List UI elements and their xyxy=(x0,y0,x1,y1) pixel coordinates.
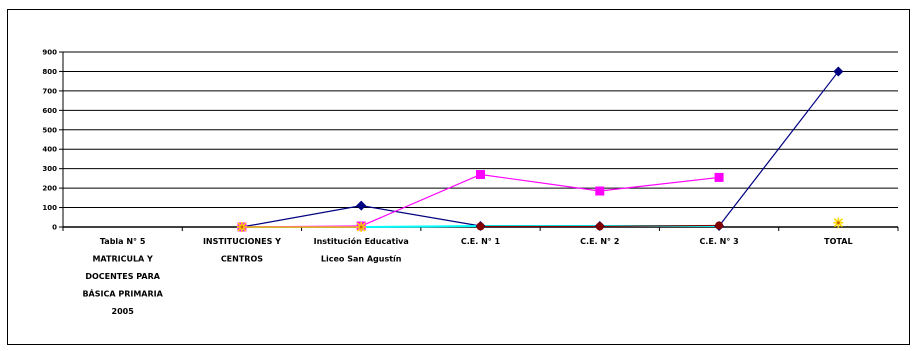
y-tick-label: 900 xyxy=(42,49,57,57)
series-2-line xyxy=(241,173,720,228)
series-5-point xyxy=(595,222,604,231)
x-category-label: BÁSICA PRIMARIA xyxy=(82,288,163,299)
x-category-label: Liceo San Agustín xyxy=(321,255,402,264)
x-category-label: C.E. N° 1 xyxy=(461,237,501,246)
series-5-point xyxy=(715,221,724,230)
x-category-label: Tabla N° 5 xyxy=(100,237,146,246)
star-center xyxy=(359,225,363,229)
series-2-point xyxy=(595,186,605,196)
axes xyxy=(62,52,899,231)
x-category-label: MATRICULA Y xyxy=(92,255,153,264)
y-tick-label: 800 xyxy=(42,68,57,76)
x-category-label: Institución Educativa xyxy=(314,236,409,246)
series-5-point xyxy=(476,222,485,231)
y-tick-label: 400 xyxy=(42,146,57,154)
y-tick-label: 300 xyxy=(42,165,57,173)
y-tick-label: 0 xyxy=(52,224,57,232)
y-tick-label: 200 xyxy=(42,185,57,193)
series-1-point xyxy=(833,66,844,77)
series-3-point xyxy=(833,217,844,228)
star-center xyxy=(240,225,244,229)
y-tick-label: 500 xyxy=(42,126,57,134)
x-category-label: INSTITUCIONES Y xyxy=(203,237,281,246)
x-category-label: C.E. N° 3 xyxy=(699,237,738,246)
x-category-label: CENTROS xyxy=(221,255,263,264)
y-axis-ticks: 0 100 200 300 400 500 600 700 800 900 xyxy=(42,49,63,232)
x-category-label: 2005 xyxy=(112,307,135,316)
chart-frame: 0 100 200 300 400 500 600 700 800 900 Tabla N° 5 M… xyxy=(7,9,910,345)
y-tick-label: 700 xyxy=(42,87,57,95)
series-markers xyxy=(236,66,844,232)
series-3-point xyxy=(236,222,247,232)
x-category-label: DOCENTES PARA xyxy=(85,272,160,281)
x-category-label: C.E. N° 2 xyxy=(580,237,619,246)
x-axis-labels: Tabla N° 5 MATRICULA Y DOCENTES PARA BÁSICA… xyxy=(82,236,852,316)
y-tick-label: 100 xyxy=(42,204,57,212)
series-3-point xyxy=(356,222,367,232)
series-1-point xyxy=(356,200,367,211)
series-2-point xyxy=(714,172,724,182)
star-center xyxy=(836,221,840,225)
gridlines xyxy=(63,51,898,228)
y-tick-label: 600 xyxy=(42,107,57,115)
x-category-label: TOTAL xyxy=(824,237,852,246)
line-chart: 0 100 200 300 400 500 600 700 800 900 Tabla N° 5 M… xyxy=(42,49,899,316)
series-2-point xyxy=(476,170,485,179)
